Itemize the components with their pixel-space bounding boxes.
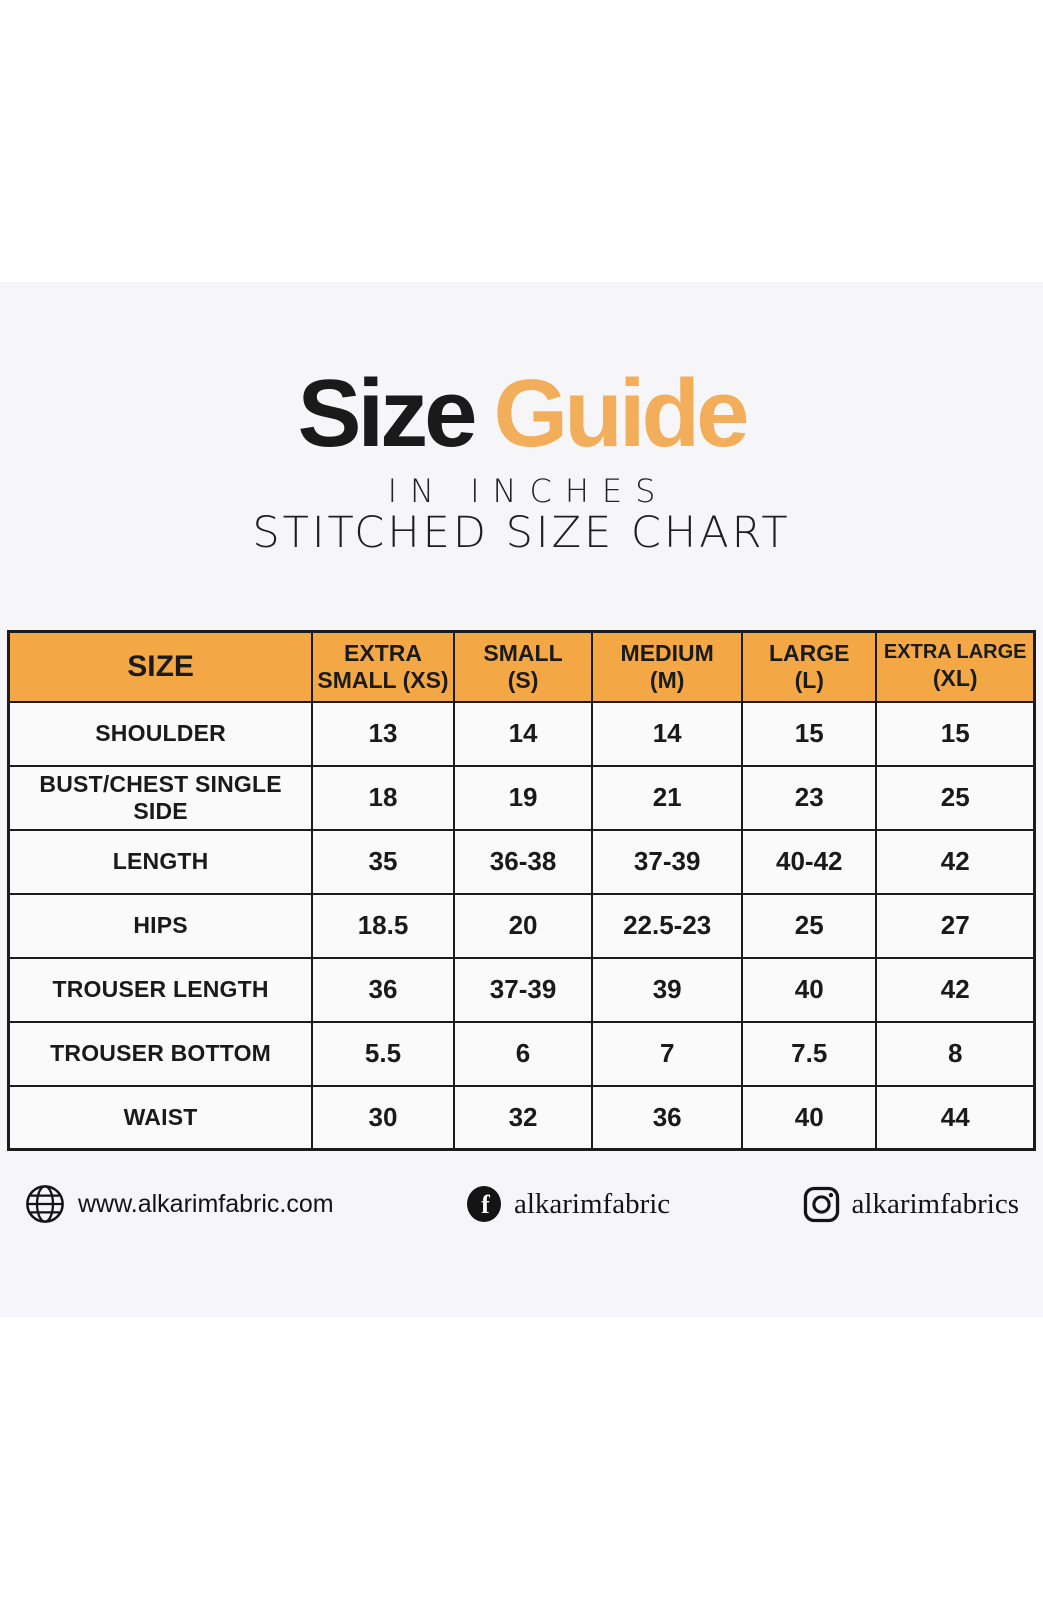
- header-cell-medium: MEDIUM (M): [591, 630, 744, 703]
- cell: 35: [311, 828, 455, 895]
- cell: 30: [311, 1084, 455, 1151]
- cell: 7.5: [741, 1020, 878, 1087]
- cell: 15: [741, 700, 878, 767]
- header-cell-large: LARGE (L): [741, 630, 878, 703]
- cell: 6: [452, 1020, 594, 1087]
- cell: 36: [591, 1084, 744, 1151]
- facebook-handle: alkarimfabric: [513, 1187, 671, 1220]
- table-row-trouser-bottom: TROUSER BOTTOM 5.5 6 7 7.5 8: [7, 1020, 1036, 1087]
- row-label: LENGTH: [7, 828, 314, 895]
- subtitle-stitched-size-chart: STITCHED SIZE CHART: [252, 508, 791, 558]
- cell: 14: [452, 700, 594, 767]
- footer: www.alkarimfabric.com f alkarimfabric al…: [24, 1176, 1019, 1232]
- cell: 8: [875, 1020, 1036, 1087]
- cell: 40: [741, 1084, 878, 1151]
- page-title: Size Guide: [0, 366, 1043, 462]
- table-row-hips: HIPS 18.5 20 22.5-23 25 27: [7, 892, 1036, 959]
- cell: 36: [311, 956, 455, 1023]
- cell: 25: [741, 892, 878, 959]
- cell: 44: [875, 1084, 1036, 1151]
- cell: 18: [311, 764, 455, 831]
- cell: 40-42: [741, 828, 878, 895]
- cell: 7: [591, 1020, 744, 1087]
- header-cell-extra-small: EXTRA SMALL (XS): [311, 630, 455, 703]
- website-url: www.alkarimfabric.com: [78, 1189, 334, 1218]
- cell: 32: [452, 1084, 594, 1151]
- table-row-trouser-length: TROUSER LENGTH 36 37-39 39 40 42: [7, 956, 1036, 1023]
- cell: 5.5: [311, 1020, 455, 1087]
- cell: 37-39: [452, 956, 594, 1023]
- instagram-handle: alkarimfabrics: [851, 1187, 1019, 1220]
- cell: 25: [875, 764, 1036, 831]
- facebook-icon: f: [466, 1185, 502, 1223]
- table-row-shoulder: SHOULDER 13 14 14 15 15: [7, 700, 1036, 767]
- cell: 42: [875, 956, 1036, 1023]
- cell: 37-39: [591, 828, 744, 895]
- cell: 15: [875, 700, 1036, 767]
- size-chart-table: SIZE EXTRA SMALL (XS) SMALL (S) MEDIUM (…: [7, 630, 1036, 1151]
- subtitle-in-inches: IN INCHES: [387, 472, 669, 510]
- cell: 23: [741, 764, 878, 831]
- cell: 19: [452, 764, 594, 831]
- cell: 18.5: [311, 892, 455, 959]
- cell: 40: [741, 956, 878, 1023]
- svg-text:f: f: [481, 1190, 490, 1219]
- header-cell-extra-large: EXTRA LARGE (XL): [875, 630, 1036, 703]
- row-label: SHOULDER: [7, 700, 314, 767]
- cell: 13: [311, 700, 455, 767]
- row-label: TROUSER LENGTH: [7, 956, 314, 1023]
- row-label: HIPS: [7, 892, 314, 959]
- header-cell-small: SMALL (S): [452, 630, 594, 703]
- instagram-icon: [803, 1186, 840, 1223]
- cell: 21: [591, 764, 744, 831]
- cell: 14: [591, 700, 744, 767]
- cell: 27: [875, 892, 1036, 959]
- cell: 22.5-23: [591, 892, 744, 959]
- table-header-row: SIZE EXTRA SMALL (XS) SMALL (S) MEDIUM (…: [7, 630, 1036, 703]
- row-label: BUST/CHEST SINGLE SIDE: [7, 764, 314, 831]
- cell: 20: [452, 892, 594, 959]
- table-row-waist: WAIST 30 32 36 40 44: [7, 1084, 1036, 1151]
- title-word-size: Size: [297, 360, 477, 467]
- cell: 42: [875, 828, 1036, 895]
- footer-website: www.alkarimfabric.com: [24, 1183, 334, 1225]
- cell: 39: [591, 956, 744, 1023]
- title-word-guide: Guide: [493, 360, 750, 467]
- globe-icon: [24, 1183, 66, 1225]
- row-label: TROUSER BOTTOM: [7, 1020, 314, 1087]
- footer-instagram: alkarimfabrics: [803, 1186, 1019, 1223]
- table-row-length: LENGTH 35 36-38 37-39 40-42 42: [7, 828, 1036, 895]
- header-cell-size: SIZE: [7, 630, 314, 703]
- cell: 36-38: [452, 828, 594, 895]
- row-label: WAIST: [7, 1084, 314, 1151]
- footer-facebook: f alkarimfabric: [466, 1185, 670, 1223]
- table-row-bust-chest: BUST/CHEST SINGLE SIDE 18 19 21 23 25: [7, 764, 1036, 831]
